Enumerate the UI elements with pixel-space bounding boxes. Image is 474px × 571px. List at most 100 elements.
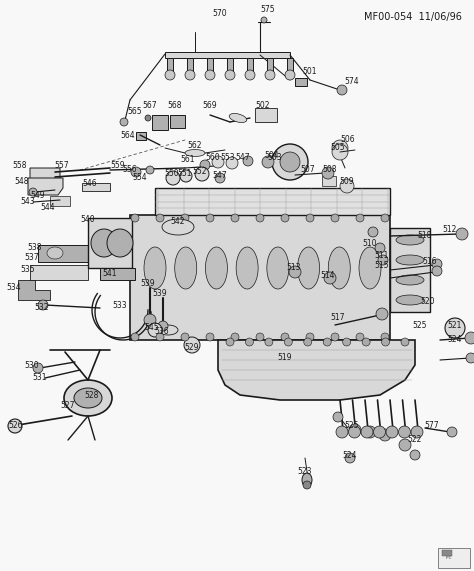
Bar bbox=[227, 58, 233, 72]
Text: 507: 507 bbox=[301, 166, 315, 175]
Text: IPC: IPC bbox=[446, 556, 452, 560]
Polygon shape bbox=[18, 280, 50, 300]
Circle shape bbox=[146, 166, 154, 174]
Circle shape bbox=[356, 333, 364, 341]
Circle shape bbox=[8, 419, 22, 433]
Polygon shape bbox=[170, 115, 185, 128]
Text: 575: 575 bbox=[261, 6, 275, 14]
Circle shape bbox=[281, 333, 289, 341]
Circle shape bbox=[331, 214, 339, 222]
Polygon shape bbox=[100, 268, 135, 280]
Ellipse shape bbox=[236, 247, 258, 289]
Text: 518: 518 bbox=[418, 231, 432, 240]
Text: 525: 525 bbox=[413, 320, 427, 329]
Circle shape bbox=[148, 323, 162, 337]
Circle shape bbox=[120, 118, 128, 126]
Text: 565: 565 bbox=[128, 107, 142, 116]
Circle shape bbox=[289, 266, 301, 278]
Circle shape bbox=[200, 160, 210, 170]
Text: 539: 539 bbox=[153, 289, 167, 299]
Text: 543: 543 bbox=[21, 198, 35, 207]
Circle shape bbox=[386, 426, 398, 438]
Circle shape bbox=[212, 156, 224, 168]
Circle shape bbox=[38, 300, 48, 310]
Ellipse shape bbox=[91, 229, 117, 257]
Circle shape bbox=[332, 144, 348, 160]
Bar bbox=[255, 108, 277, 122]
Circle shape bbox=[376, 308, 388, 320]
Bar bbox=[167, 58, 173, 72]
Bar bbox=[438, 548, 470, 568]
Text: 540: 540 bbox=[81, 215, 95, 224]
Circle shape bbox=[447, 427, 457, 437]
Circle shape bbox=[364, 426, 376, 438]
Circle shape bbox=[184, 337, 200, 353]
Circle shape bbox=[231, 214, 239, 222]
Text: 559: 559 bbox=[111, 160, 125, 170]
Circle shape bbox=[265, 338, 273, 346]
Circle shape bbox=[361, 426, 373, 438]
Ellipse shape bbox=[144, 247, 166, 289]
Text: 569: 569 bbox=[203, 100, 217, 110]
Circle shape bbox=[29, 188, 37, 196]
Text: 567: 567 bbox=[143, 100, 157, 110]
Text: 533: 533 bbox=[113, 301, 128, 311]
Text: 504: 504 bbox=[264, 151, 279, 159]
Text: 577: 577 bbox=[425, 420, 439, 429]
Text: 535: 535 bbox=[21, 266, 35, 275]
Circle shape bbox=[324, 272, 336, 284]
Text: 574: 574 bbox=[345, 78, 359, 86]
Ellipse shape bbox=[107, 229, 133, 257]
Text: 523: 523 bbox=[298, 468, 312, 477]
Text: 546: 546 bbox=[82, 179, 97, 187]
Ellipse shape bbox=[205, 247, 228, 289]
Circle shape bbox=[411, 426, 423, 438]
Ellipse shape bbox=[302, 473, 312, 487]
Polygon shape bbox=[38, 245, 88, 262]
Circle shape bbox=[332, 140, 348, 156]
Text: 552: 552 bbox=[193, 167, 207, 176]
Ellipse shape bbox=[359, 247, 381, 289]
Polygon shape bbox=[88, 218, 132, 268]
Circle shape bbox=[349, 424, 361, 436]
Polygon shape bbox=[136, 132, 146, 140]
Circle shape bbox=[356, 214, 364, 222]
Text: 549: 549 bbox=[31, 191, 46, 199]
Text: 502: 502 bbox=[256, 100, 270, 110]
Text: 545: 545 bbox=[145, 324, 159, 332]
Circle shape bbox=[306, 333, 314, 341]
Text: 554: 554 bbox=[133, 172, 147, 182]
Circle shape bbox=[206, 333, 214, 341]
Text: 503: 503 bbox=[268, 154, 283, 163]
Text: 515: 515 bbox=[375, 260, 389, 270]
Polygon shape bbox=[30, 265, 88, 280]
Text: 553: 553 bbox=[221, 154, 235, 163]
Polygon shape bbox=[130, 215, 390, 340]
Circle shape bbox=[381, 333, 389, 341]
Text: 528: 528 bbox=[85, 391, 99, 400]
Text: 510: 510 bbox=[363, 239, 377, 248]
Circle shape bbox=[156, 214, 164, 222]
Circle shape bbox=[336, 426, 348, 438]
Circle shape bbox=[245, 70, 255, 80]
Text: 544: 544 bbox=[41, 203, 55, 212]
Ellipse shape bbox=[162, 219, 194, 235]
Ellipse shape bbox=[396, 235, 424, 245]
Circle shape bbox=[445, 318, 465, 338]
Circle shape bbox=[226, 157, 238, 169]
Text: 517: 517 bbox=[331, 313, 345, 323]
Bar bbox=[442, 550, 452, 556]
Text: 548: 548 bbox=[15, 178, 29, 187]
Bar bbox=[287, 58, 293, 72]
Circle shape bbox=[281, 214, 289, 222]
Circle shape bbox=[362, 338, 370, 346]
Circle shape bbox=[306, 214, 314, 222]
Circle shape bbox=[303, 481, 311, 489]
Circle shape bbox=[256, 333, 264, 341]
Text: 526: 526 bbox=[9, 420, 23, 429]
Circle shape bbox=[345, 453, 355, 463]
Text: 562: 562 bbox=[188, 140, 202, 150]
Ellipse shape bbox=[396, 295, 424, 305]
Circle shape bbox=[323, 338, 331, 346]
Ellipse shape bbox=[396, 275, 424, 285]
